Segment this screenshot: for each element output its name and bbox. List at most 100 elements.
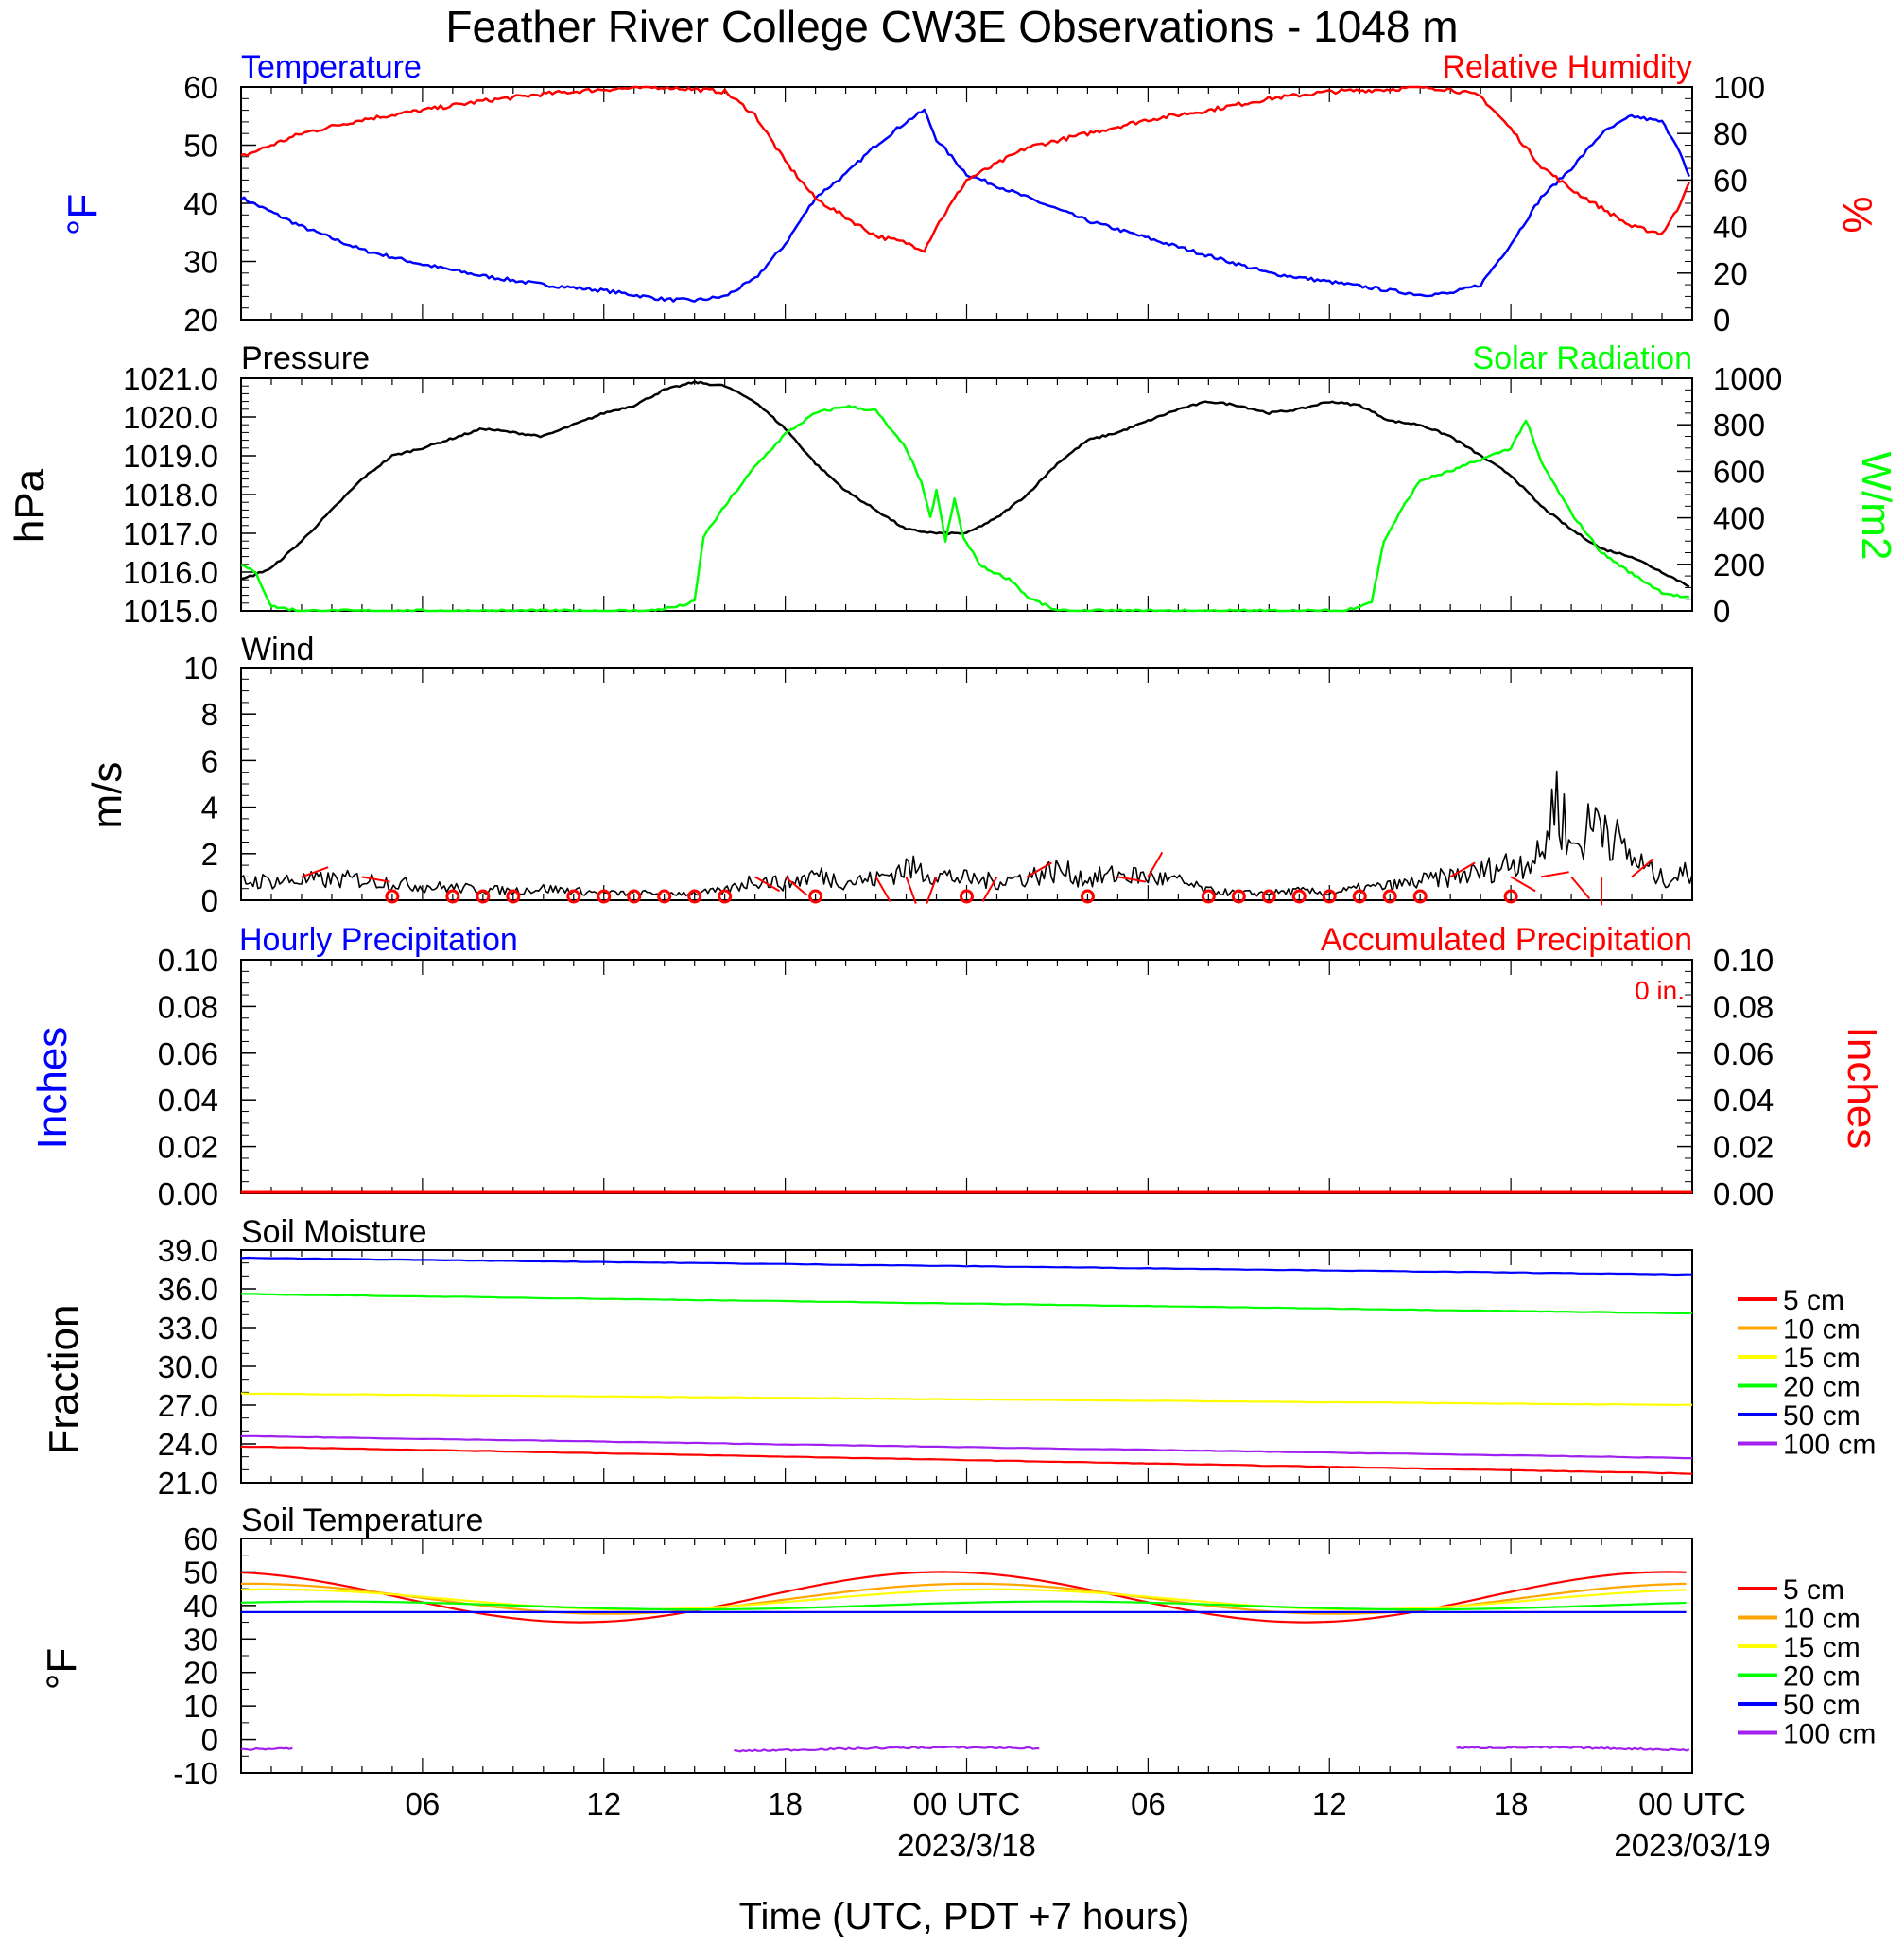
wind-panel: 0 2 4 6 8 10 Wind m/s <box>84 632 1693 918</box>
y-tick-label: 1020.0 <box>123 400 218 435</box>
calm-wind-marker <box>627 889 642 904</box>
right-axis-unit: W/m2 <box>1853 452 1899 561</box>
y-tick-label: 80 <box>1713 116 1748 151</box>
date-label: 2023/3/18 <box>897 1828 1036 1863</box>
left-axis-unit: °F <box>39 1648 85 1690</box>
plot-frame <box>240 959 1693 1194</box>
wind-barb <box>1570 876 1591 900</box>
wind-speed-line <box>240 770 1693 897</box>
x-tick-label: 18 <box>768 1786 803 1821</box>
calm-wind-marker <box>597 889 612 904</box>
y-tick-label: 30.0 <box>158 1349 218 1384</box>
calm-wind-marker <box>1231 889 1246 904</box>
y-tick-label: 0 <box>201 1723 218 1758</box>
x-tick-label: 18 <box>1494 1786 1529 1821</box>
y-tick-label: 0.04 <box>158 1083 218 1118</box>
y-tick-label: 0.00 <box>1713 1176 1774 1211</box>
wind-barb <box>1026 861 1052 878</box>
legend-label: 50 cm <box>1783 1400 1861 1432</box>
temperature-line <box>240 108 1690 303</box>
y-tick-label: 0 <box>1713 303 1730 338</box>
calm-wind-marker <box>476 889 491 904</box>
y-tick-label: 1019.0 <box>123 439 218 474</box>
y-tick-label: 50 <box>183 129 218 164</box>
panel-title: Soil Moisture <box>241 1214 427 1250</box>
calm-wind-marker <box>657 889 672 904</box>
y-tick-label: 6 <box>201 743 218 778</box>
precipitation-panel: 0.00 0.02 0.04 0.06 0.08 0.10 0.00 0.02 0.04 0.06… <box>29 922 1885 1211</box>
legend-label: 20 cm <box>1783 1661 1861 1693</box>
figure-title: Feather River College CW3E Observations … <box>445 2 1458 51</box>
y-tick-label: 0.08 <box>1713 989 1774 1024</box>
left-series-label: Pressure <box>241 340 370 376</box>
y-tick-label: 200 <box>1713 547 1765 582</box>
calm-wind-marker <box>445 889 460 904</box>
solar-radiation-line <box>240 404 1690 613</box>
y-tick-label: 21.0 <box>158 1466 218 1501</box>
y-tick-label: 60 <box>1713 163 1748 198</box>
y-tick-label: 20 <box>1713 256 1748 291</box>
calm-wind-marker <box>718 889 733 904</box>
wind-barb <box>1147 851 1164 877</box>
y-tick-label: 30 <box>183 245 218 280</box>
legend-label: 100 cm <box>1783 1430 1876 1461</box>
y-tick-label: 1018.0 <box>123 478 218 513</box>
soil-moisture-line <box>240 1434 1692 1460</box>
y-tick-label: 33.0 <box>158 1311 218 1346</box>
y-tick-label: 60 <box>183 70 218 105</box>
legend-label: 10 cm <box>1783 1314 1861 1346</box>
soil-temperature-line <box>240 1600 1687 1611</box>
y-tick-label: 8 <box>201 697 218 732</box>
y-tick-label: 0.10 <box>158 943 218 978</box>
calm-wind-marker <box>687 889 702 904</box>
y-tick-label: 1015.0 <box>123 594 218 629</box>
wind-barb <box>1449 861 1476 878</box>
y-tick-label: 0.00 <box>158 1176 218 1211</box>
calm-wind-marker <box>1503 889 1518 904</box>
legend-label: 5 cm <box>1783 1285 1844 1316</box>
y-tick-label: 24.0 <box>158 1427 218 1462</box>
y-tick-label: 0.02 <box>158 1130 218 1165</box>
time-axis: 06 12 18 00 UTC 06 12 18 00 UTC 2023/3/18 2023/03… <box>406 1786 1771 1863</box>
calm-wind-marker <box>566 889 581 904</box>
wind-barb <box>1117 876 1147 883</box>
y-tick-label: 0.10 <box>1713 943 1774 978</box>
y-tick-label: 600 <box>1713 454 1765 489</box>
y-tick-label: 10 <box>183 1689 218 1724</box>
calm-wind-marker <box>1352 889 1367 904</box>
plot-frame <box>240 667 1693 901</box>
calm-wind-marker <box>1412 889 1428 904</box>
legend-label: 15 cm <box>1783 1343 1861 1374</box>
left-axis-unit: Inches <box>29 1027 76 1150</box>
y-tick-label: 40 <box>183 186 218 221</box>
y-tick-label: 10 <box>183 651 218 686</box>
x-tick-label: 12 <box>586 1786 621 1821</box>
wind-barb <box>926 877 938 904</box>
wind-barb <box>754 876 781 893</box>
right-series-label: Accumulated Precipitation <box>1321 922 1692 958</box>
wind-barb <box>905 877 917 904</box>
wind-barb <box>981 876 998 902</box>
soil-temperature-line <box>240 1571 1687 1624</box>
temperature-humidity-panel: 20 30 40 50 60 0 20 40 60 80 100 Temperature Relativ… <box>60 49 1880 338</box>
soil-temp-100cm-line <box>240 1746 293 1751</box>
soil-moisture-line <box>240 1392 1692 1407</box>
wind-barb <box>301 866 329 878</box>
wind-barb <box>1540 871 1569 878</box>
calm-wind-marker <box>1080 889 1095 904</box>
y-tick-label: 20 <box>183 1656 218 1691</box>
calm-wind-marker <box>506 889 521 904</box>
right-series-label: Relative Humidity <box>1442 49 1692 85</box>
y-tick-label: 50 <box>183 1555 218 1590</box>
x-tick-label: 00 UTC <box>913 1786 1021 1821</box>
x-tick-label: 00 UTC <box>1638 1786 1746 1821</box>
x-tick-label: 12 <box>1312 1786 1347 1821</box>
right-series-label: Solar Radiation <box>1473 340 1692 376</box>
legend-label: 100 cm <box>1783 1719 1876 1750</box>
soil-moisture-line <box>240 1445 1693 1475</box>
left-series-label: Temperature <box>241 49 422 85</box>
calm-wind-marker <box>1322 889 1337 904</box>
